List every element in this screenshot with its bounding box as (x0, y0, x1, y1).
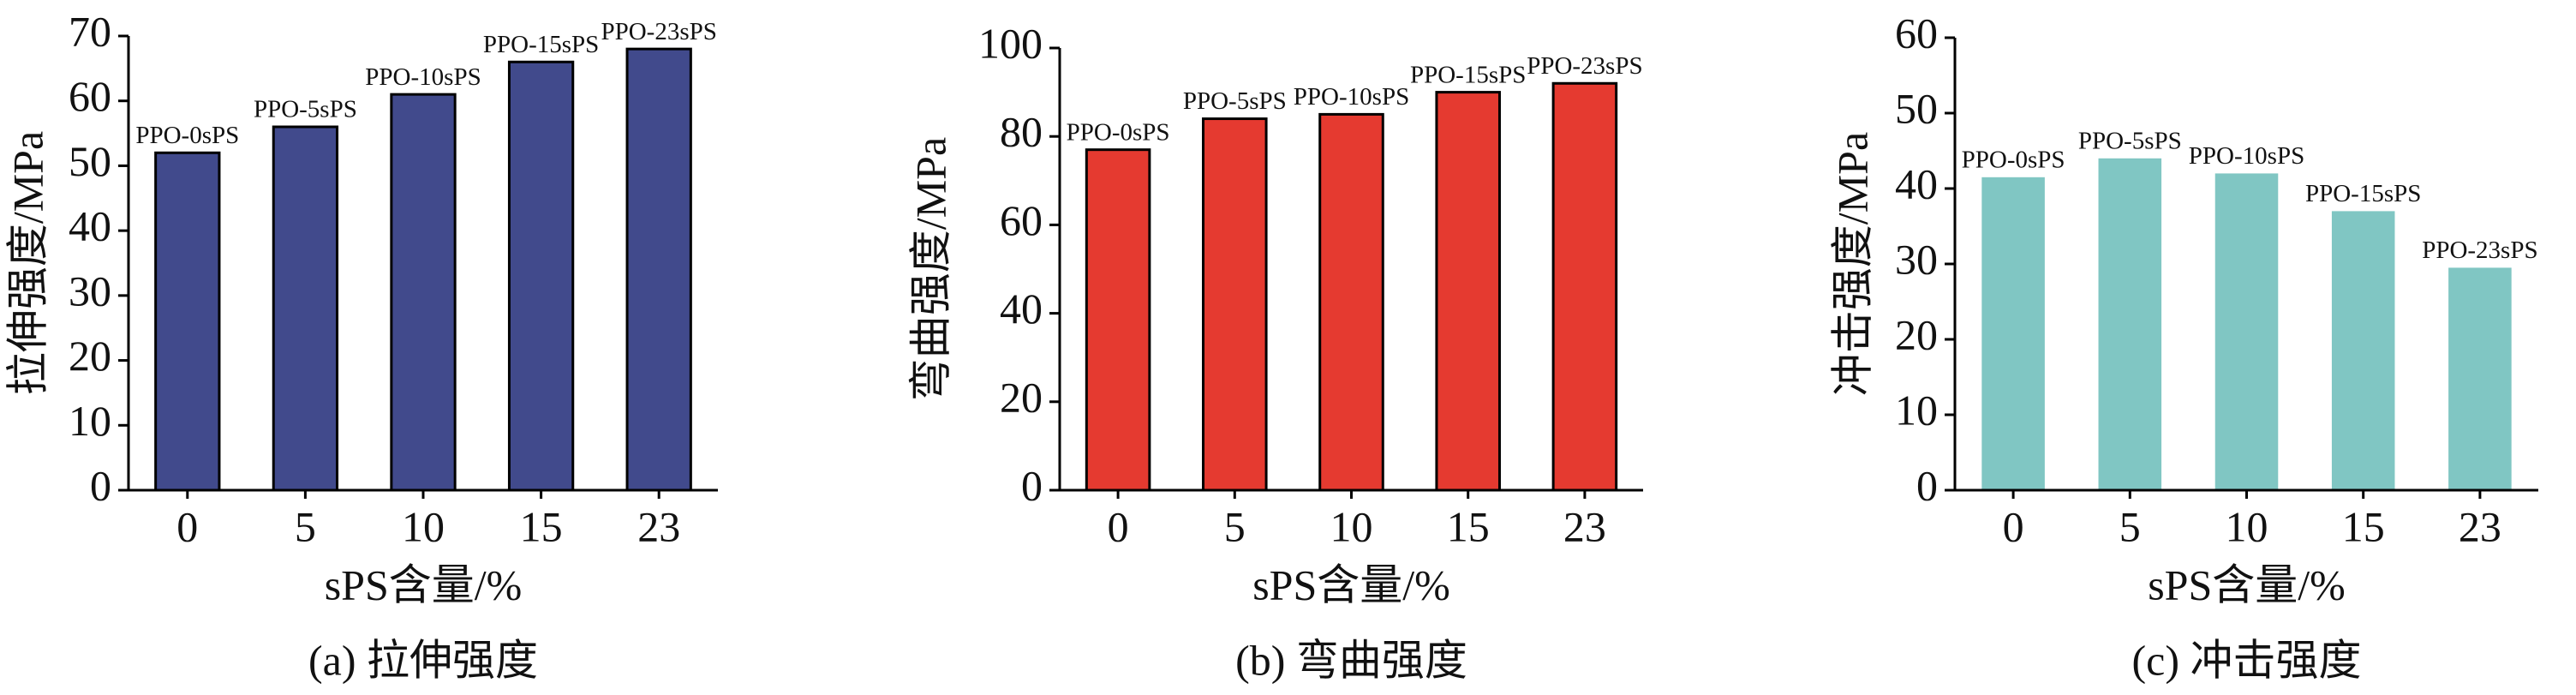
bar (2214, 173, 2279, 490)
bar (390, 93, 457, 492)
x-axis-label: sPS含量/% (325, 560, 523, 608)
y-axis-label: 冲击强度/MPa (1828, 132, 1876, 396)
x-tick-label: 5 (1224, 502, 1246, 550)
y-tick-label: 20 (1000, 373, 1043, 421)
y-tick-label: 50 (69, 137, 111, 185)
bar-annotation: PPO-0sPS (1962, 146, 2065, 173)
x-tick-label: 0 (176, 502, 198, 550)
x-tick-label: 5 (2119, 502, 2141, 550)
x-tick-label: 0 (2003, 502, 2024, 550)
y-tick-label: 0 (1916, 461, 1938, 509)
y-tick-label: 10 (1895, 386, 1938, 434)
bar (625, 47, 692, 492)
x-tick-label: 23 (2459, 502, 2501, 550)
x-tick-label: 23 (637, 502, 680, 550)
bar (507, 60, 575, 492)
bar (272, 125, 339, 492)
y-axis-label: 拉伸强度/MPa (3, 131, 51, 395)
bar-annotation: PPO-10sPS (365, 63, 481, 91)
bar-annotation: PPO-10sPS (1294, 83, 1409, 111)
x-tick-label: 15 (520, 502, 563, 550)
bar-annotation: PPO-5sPS (254, 96, 357, 123)
bar (1202, 117, 1268, 492)
bar-annotation: PPO-15sPS (1410, 61, 1526, 88)
x-axis-label: sPS含量/% (1252, 560, 1450, 608)
bar-annotation: PPO-5sPS (1183, 87, 1287, 115)
bar-annotation: PPO-23sPS (601, 18, 716, 45)
bar (1435, 91, 1501, 492)
y-tick-label: 70 (69, 7, 111, 55)
y-tick-label: 0 (1021, 461, 1043, 509)
x-axis-label: sPS含量/% (2148, 560, 2346, 608)
bar (154, 151, 221, 492)
y-tick-label: 100 (978, 19, 1043, 67)
bar (1981, 177, 2045, 491)
bar-annotation: PPO-23sPS (1527, 52, 1642, 80)
bar-annotation: PPO-23sPS (2422, 237, 2537, 264)
bar (1551, 81, 1618, 492)
bar-annotation: PPO-0sPS (1067, 118, 1170, 146)
y-axis-label: 弯曲强度/MPa (906, 137, 954, 401)
y-tick-label: 60 (69, 72, 111, 120)
x-tick-label: 10 (402, 502, 445, 550)
x-tick-label: 15 (1447, 502, 1490, 550)
y-tick-label: 30 (1895, 235, 1938, 283)
x-tick-label: 10 (2226, 502, 2268, 550)
y-tick-label: 30 (69, 267, 111, 315)
y-tick-label: 40 (1000, 285, 1043, 333)
bar (2098, 158, 2162, 491)
caption: (b) 弯曲强度 (1235, 636, 1467, 684)
y-tick-label: 20 (1895, 310, 1938, 358)
y-tick-label: 0 (90, 461, 111, 509)
x-tick-label: 10 (1330, 502, 1373, 550)
caption: (a) 拉伸强度 (308, 636, 538, 684)
bar (1318, 112, 1384, 492)
y-tick-label: 40 (69, 202, 111, 250)
bar-annotation: PPO-5sPS (2078, 127, 2182, 154)
x-tick-label: 23 (1563, 502, 1606, 550)
x-tick-label: 5 (295, 502, 316, 550)
y-tick-label: 20 (69, 332, 111, 380)
bar-annotation: PPO-15sPS (2305, 180, 2421, 207)
y-tick-label: 80 (1000, 108, 1043, 156)
bar-annotation: PPO-0sPS (135, 122, 239, 149)
y-tick-label: 40 (1895, 159, 1938, 207)
x-tick-label: 15 (2342, 502, 2385, 550)
caption: (c) 冲击强度 (2132, 636, 2362, 684)
bar (2448, 267, 2512, 490)
y-tick-label: 60 (1895, 9, 1938, 57)
bar-annotation: PPO-10sPS (2189, 142, 2304, 170)
y-tick-label: 10 (69, 397, 111, 445)
y-tick-label: 50 (1895, 84, 1938, 132)
bar (2331, 211, 2395, 490)
x-tick-label: 0 (1108, 502, 1129, 550)
bar-annotation: PPO-15sPS (483, 31, 599, 58)
bar (1085, 148, 1151, 492)
y-tick-label: 60 (1000, 196, 1043, 244)
